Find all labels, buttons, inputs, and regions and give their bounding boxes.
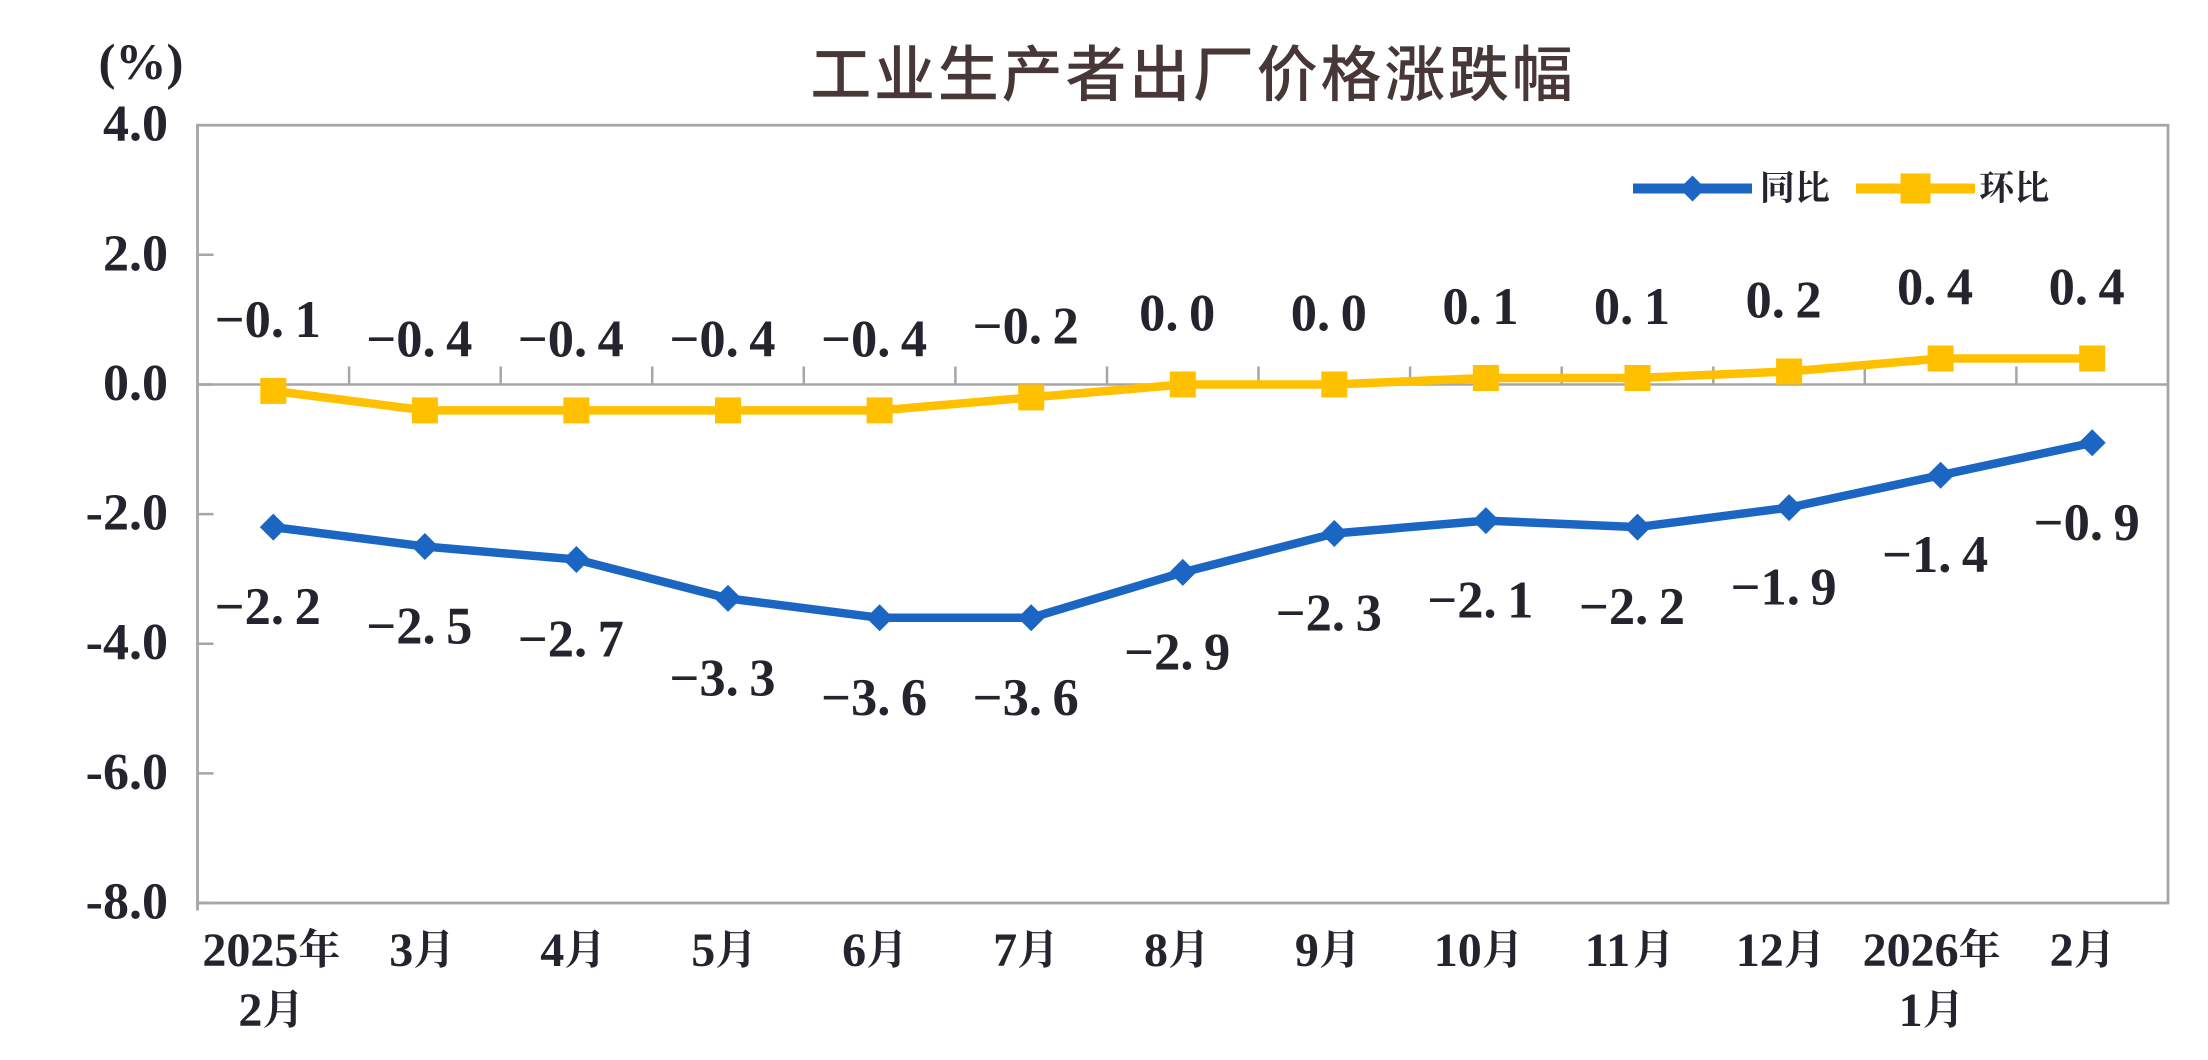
svg-text:0.0: 0.0 <box>103 355 168 412</box>
svg-text:2.0: 2.0 <box>103 225 168 282</box>
svg-text:−0. 4: −0. 4 <box>821 310 927 368</box>
svg-text:5: 5 <box>691 924 715 977</box>
svg-text:1: 1 <box>1899 984 1923 1037</box>
svg-text:-4.0: -4.0 <box>86 614 168 671</box>
svg-text:0. 2: 0. 2 <box>1746 272 1822 330</box>
svg-text:−2. 2: −2. 2 <box>215 578 321 636</box>
svg-text:11: 11 <box>1585 924 1630 977</box>
svg-text:−1. 9: −1. 9 <box>1731 559 1837 617</box>
svg-text:0. 4: 0. 4 <box>1897 259 1973 317</box>
svg-text:−0. 4: −0. 4 <box>518 310 624 368</box>
svg-text:9: 9 <box>1295 924 1319 977</box>
svg-text:2026: 2026 <box>1863 924 1959 977</box>
svg-text:3: 3 <box>389 924 413 977</box>
svg-text:2: 2 <box>2050 924 2074 977</box>
svg-text:−0. 4: −0. 4 <box>669 310 775 368</box>
svg-text:−2. 9: −2. 9 <box>1124 623 1230 681</box>
svg-text:0. 4: 0. 4 <box>2049 259 2125 317</box>
svg-text:−2. 1: −2. 1 <box>1427 572 1533 630</box>
svg-text:12: 12 <box>1736 924 1784 977</box>
svg-text:−2. 7: −2. 7 <box>518 611 624 669</box>
svg-text:2025: 2025 <box>202 924 298 977</box>
svg-text:4: 4 <box>540 924 564 977</box>
svg-text:−0. 1: −0. 1 <box>215 291 321 349</box>
svg-text:−3. 3: −3. 3 <box>669 649 775 707</box>
svg-text:0. 0: 0. 0 <box>1139 285 1215 343</box>
svg-text:−3. 6: −3. 6 <box>821 669 927 727</box>
svg-text:10: 10 <box>1434 924 1482 977</box>
svg-text:-2.0: -2.0 <box>86 485 168 542</box>
svg-text:8: 8 <box>1144 924 1168 977</box>
svg-text:−0. 2: −0. 2 <box>973 297 1079 355</box>
svg-text:−2. 5: −2. 5 <box>366 598 472 656</box>
svg-text:-8.0: -8.0 <box>86 874 168 931</box>
svg-text:7: 7 <box>993 924 1017 977</box>
svg-text:−0. 4: −0. 4 <box>366 310 472 368</box>
svg-text:4.0: 4.0 <box>103 96 168 153</box>
svg-text:−3. 6: −3. 6 <box>973 669 1079 727</box>
svg-text:−2. 3: −2. 3 <box>1276 585 1382 643</box>
svg-text:−2. 2: −2. 2 <box>1579 578 1685 636</box>
svg-text:2: 2 <box>238 984 262 1037</box>
svg-text:−0. 9: −0. 9 <box>2034 494 2140 552</box>
svg-text:0. 0: 0. 0 <box>1291 285 1367 343</box>
svg-text:0. 1: 0. 1 <box>1442 278 1518 336</box>
svg-text:0. 1: 0. 1 <box>1594 278 1670 336</box>
svg-text:−1. 4: −1. 4 <box>1882 526 1988 584</box>
svg-text:6: 6 <box>842 924 866 977</box>
svg-text:(%): (%) <box>99 35 184 91</box>
svg-text:-6.0: -6.0 <box>86 744 168 801</box>
